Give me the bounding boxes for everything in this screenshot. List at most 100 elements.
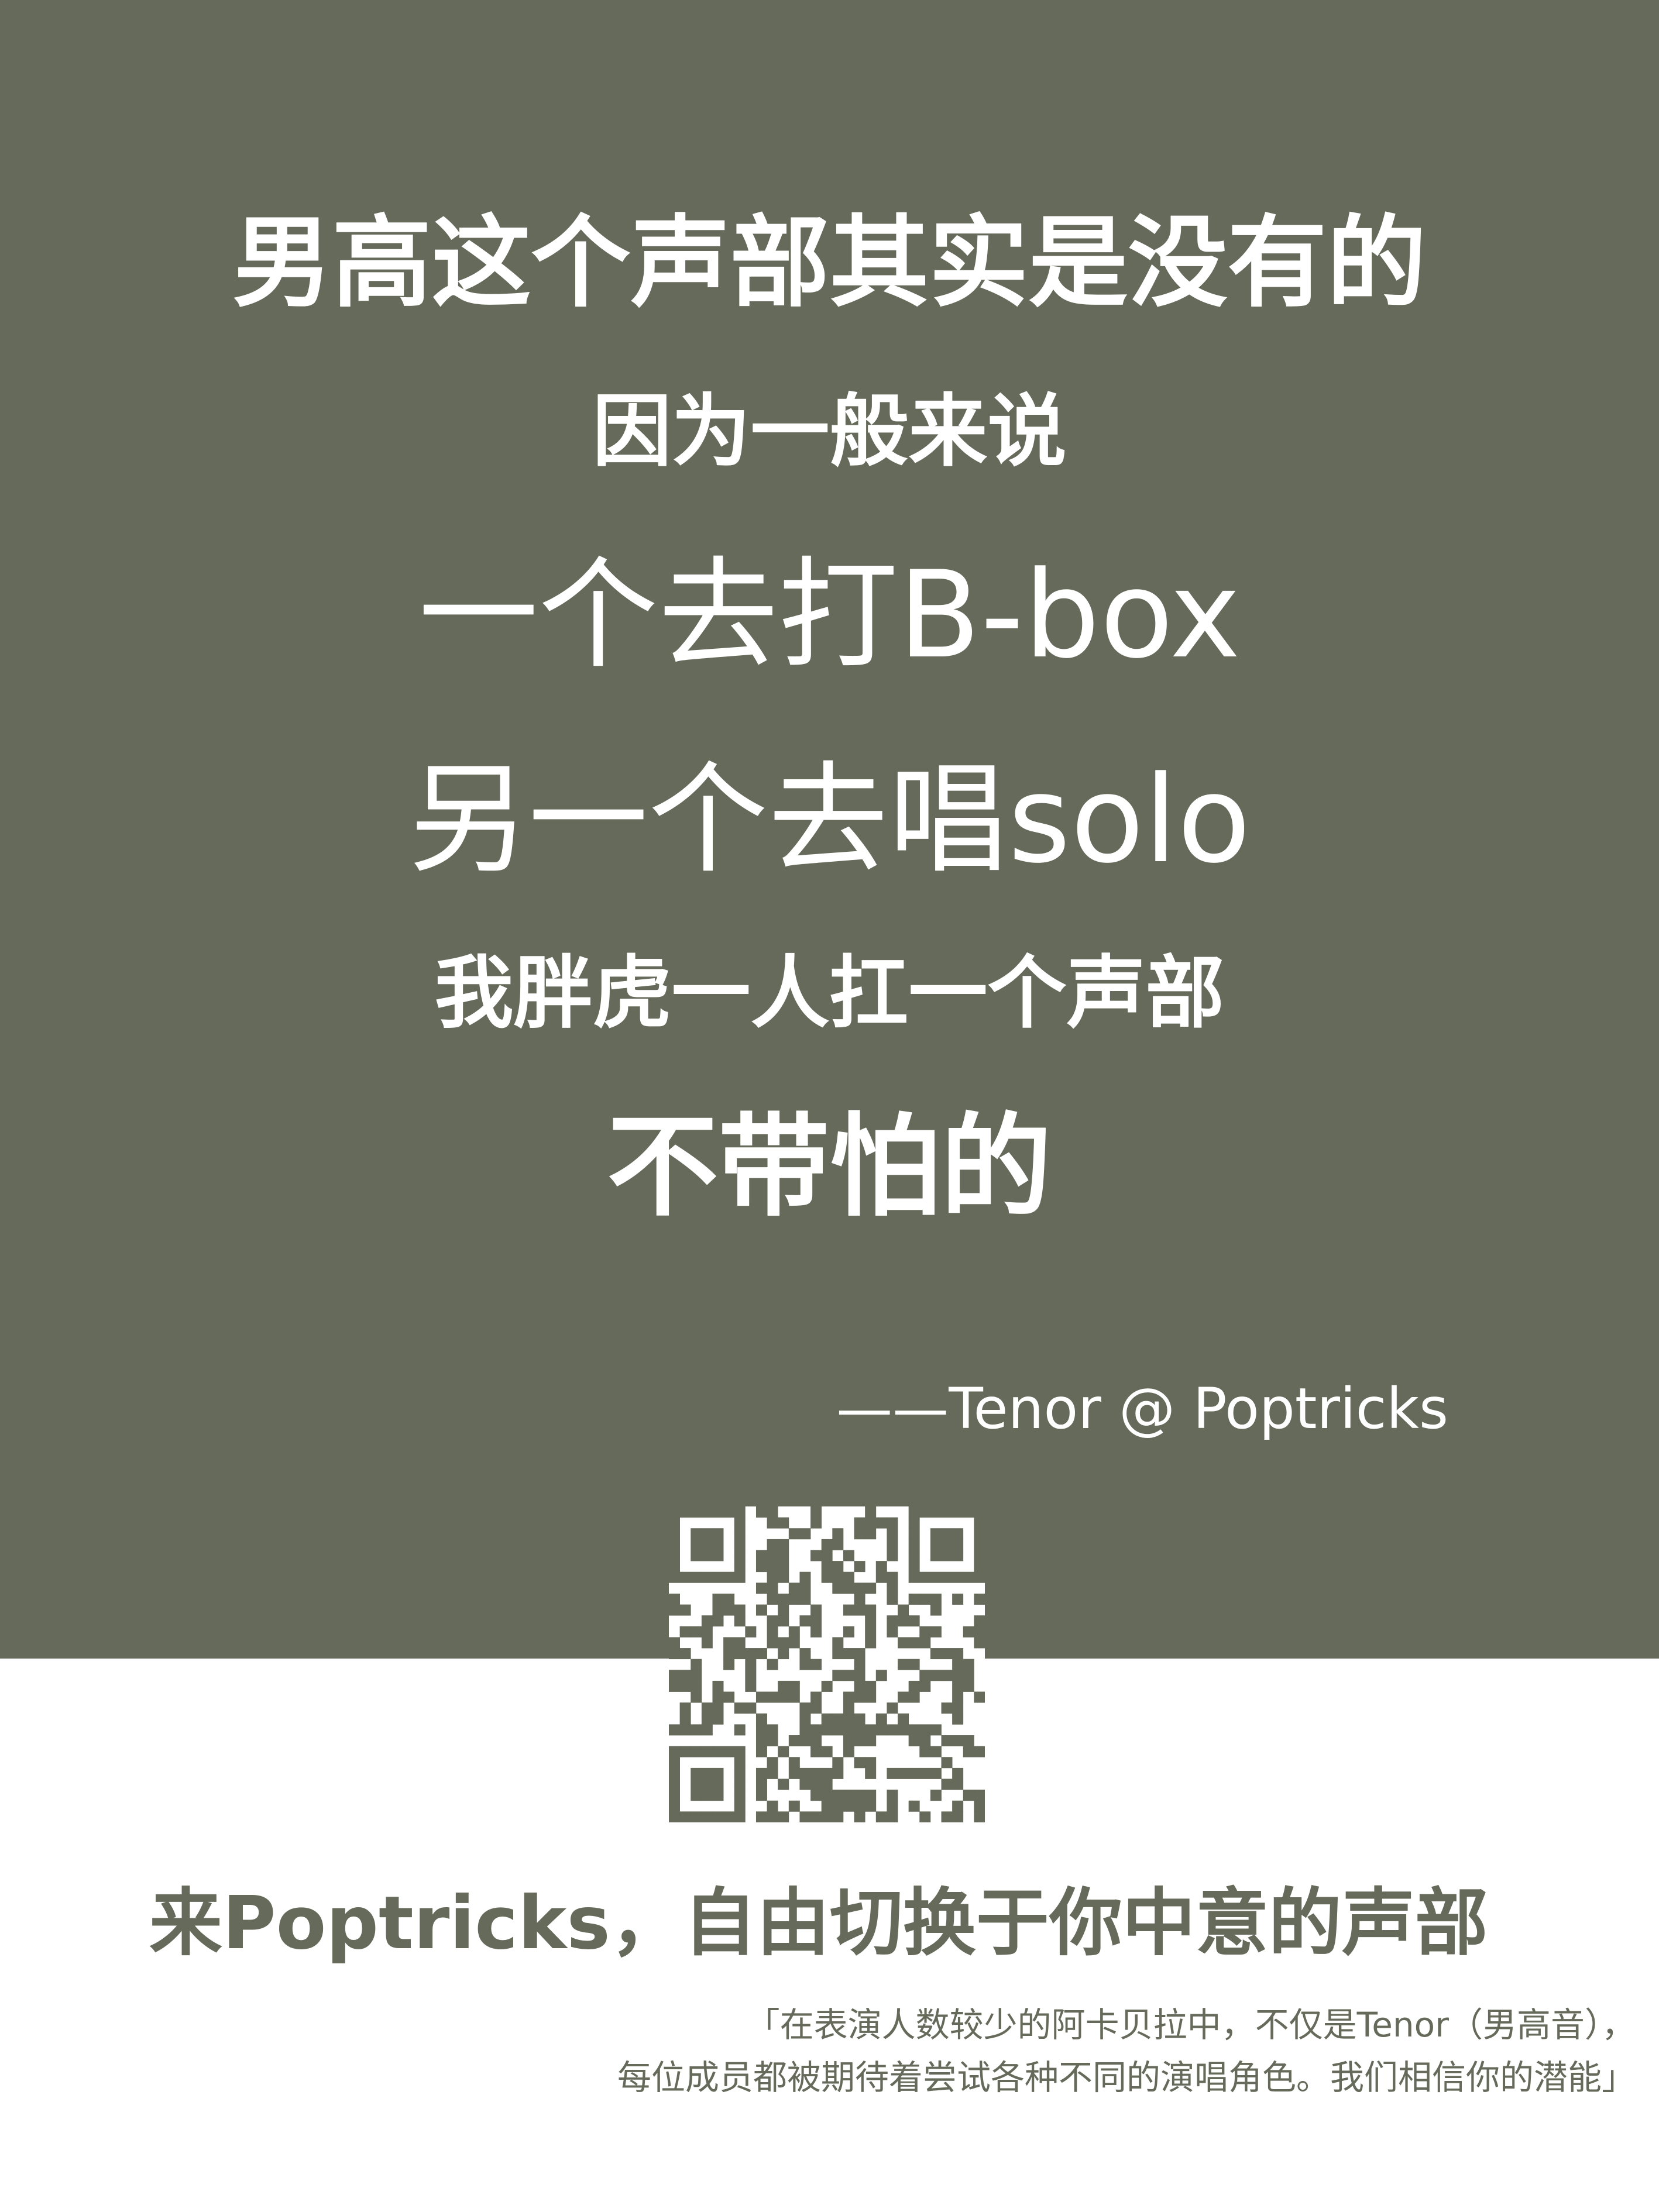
qr-module [767,1811,778,1822]
qr-module [691,1691,702,1703]
qr-module [778,1517,789,1529]
qr-module [821,1790,833,1801]
qr-module [952,1691,964,1703]
qr-module [701,1637,713,1649]
qr-module [974,1615,985,1627]
qr-module [952,1659,964,1670]
qr-module [810,1604,822,1616]
qr-module [691,1724,702,1736]
qr-module [767,1583,778,1594]
qr-module [745,1680,757,1692]
qr-module [930,1767,942,1779]
qr-module [887,1615,898,1627]
qr-module [778,1778,789,1790]
qr-module [755,1767,767,1779]
qr-module [810,1767,822,1779]
qr-module [930,1593,942,1605]
qr-module [887,1517,898,1529]
poem-line-3: 一个去打B-box [418,546,1241,685]
qr-module [919,1724,931,1736]
qr-module [908,1528,920,1540]
qr-module [854,1790,865,1801]
qr-module [919,1735,931,1747]
qr-module [712,1615,724,1627]
qr-module [767,1593,778,1605]
qr-module [974,1593,985,1605]
qr-module [974,1517,985,1529]
qr-module [734,1506,746,1518]
qr-module [734,1571,746,1583]
qr-module [843,1604,854,1616]
qr-module [974,1626,985,1638]
qr-module [799,1528,811,1540]
qr-module [887,1800,898,1812]
qr-module [887,1790,898,1801]
qr-module [919,1637,931,1649]
qr-module [875,1713,887,1725]
qr-module [799,1648,811,1660]
qr-module [875,1517,887,1529]
qr-module [778,1539,789,1550]
qr-module [701,1724,713,1736]
qr-module [865,1680,877,1692]
qr-module [755,1583,767,1594]
qr-module [941,1735,953,1747]
qr-module [952,1800,964,1812]
qr-module [712,1604,724,1616]
qr-module [941,1757,953,1769]
qr-module [832,1724,844,1736]
qr-module [887,1539,898,1550]
qr-module [974,1561,985,1573]
qr-module [669,1593,680,1605]
qr-module [734,1517,746,1529]
qr-module [810,1790,822,1801]
qr-module [963,1746,974,1757]
qr-module [919,1571,931,1583]
qr-module [941,1539,953,1550]
qr-module [767,1517,778,1529]
qr-module [865,1615,877,1627]
qr-module [691,1539,702,1550]
qr-module [908,1539,920,1550]
qr-module [755,1691,767,1703]
qr-module [854,1691,865,1703]
qr-module [908,1550,920,1561]
qr-module [755,1561,767,1573]
qr-module [734,1702,746,1714]
qr-module [734,1539,746,1550]
qr-module [745,1670,757,1681]
qr-module [712,1539,724,1550]
qr-module [941,1702,953,1714]
qr-module [887,1550,898,1561]
qr-module [865,1583,877,1594]
qr-module [712,1528,724,1540]
qr-module [701,1528,713,1540]
qr-module [941,1778,953,1790]
qr-module [821,1724,833,1736]
qr-module [701,1811,713,1822]
qr-module [734,1811,746,1822]
qr-module [679,1713,691,1725]
qr-module [843,1790,854,1801]
qr-module [832,1713,844,1725]
qr-module [898,1691,909,1703]
qr-module [712,1746,724,1757]
qr-module [669,1680,680,1692]
qr-module [679,1702,691,1714]
qr-module [723,1659,735,1670]
qr-module [701,1702,713,1714]
qr-module [734,1528,746,1540]
qr-code-icon[interactable] [669,1506,985,1822]
qr-module [974,1637,985,1649]
qr-module [745,1626,757,1638]
qr-module [930,1670,942,1681]
qr-module [691,1528,702,1540]
qr-module [669,1800,680,1812]
qr-module [669,1571,680,1583]
qr-module [865,1528,877,1540]
qr-module [691,1626,702,1638]
qr-module [898,1659,909,1670]
qr-module [669,1790,680,1801]
qr-module [821,1561,833,1573]
qr-module [734,1746,746,1757]
